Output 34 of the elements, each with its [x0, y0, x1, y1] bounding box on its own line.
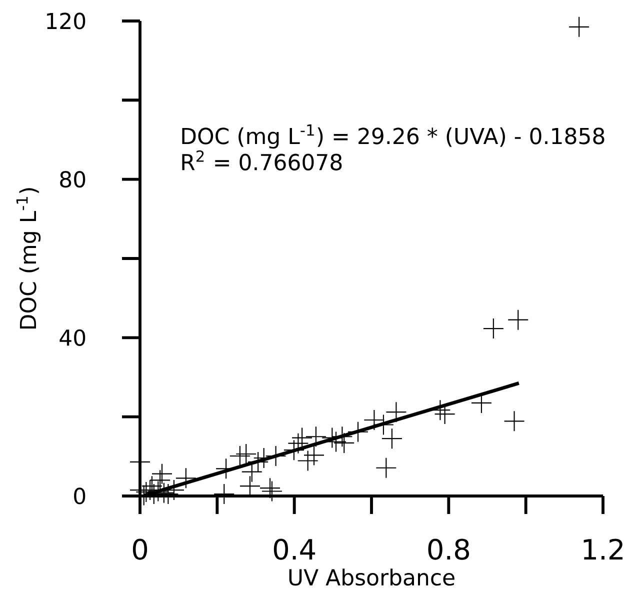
point [240, 476, 260, 496]
point [266, 446, 286, 466]
point [386, 402, 406, 422]
point [214, 484, 234, 504]
y-axis-title: DOC (mg L$^{-1}$) [16, 188, 41, 329]
x-tick-label: 0.4 [274, 538, 316, 560]
point [504, 411, 524, 432]
point [298, 450, 318, 471]
y-tick-label: 120 [47, 12, 86, 30]
point [569, 16, 590, 37]
x-axis-title: UV Absorbance [289, 568, 454, 586]
point [284, 440, 304, 460]
point [230, 446, 250, 466]
point [322, 428, 342, 448]
annotation: R$^{2}$ = 0.766078 [182, 150, 342, 170]
point [176, 468, 196, 488]
y-tick-label: 0 [74, 488, 86, 504]
point [483, 318, 504, 339]
point [148, 481, 168, 502]
point [304, 445, 324, 466]
point [306, 426, 326, 447]
point [334, 432, 354, 453]
point [248, 452, 268, 472]
point [376, 458, 396, 478]
point [382, 428, 402, 449]
annotation: DOC (mg L$^{-1}$) = 29.26 * (UVA) - 0.1858 [182, 124, 604, 149]
x-tick-label: 0 [132, 538, 148, 560]
x-tick-label: 0.8 [428, 538, 470, 560]
point [508, 310, 528, 330]
x-tick-label: 1.2 [584, 538, 622, 560]
y-tick-label: 80 [60, 171, 86, 188]
y-tick-label: 40 [60, 329, 86, 346]
point [373, 414, 394, 435]
point [348, 422, 368, 442]
